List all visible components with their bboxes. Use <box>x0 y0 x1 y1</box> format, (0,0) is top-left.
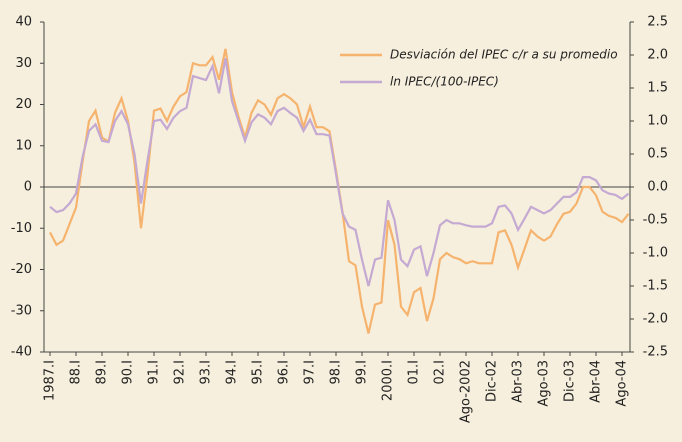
y-tick-label: 0 <box>24 180 32 195</box>
x-tick-label: 92.I <box>173 360 188 385</box>
y2-tick-label: -1.0 <box>643 246 668 261</box>
x-tick-label: 98.I <box>329 360 344 385</box>
legend-label: Desviación del IPEC c/r a su promedio <box>390 48 618 62</box>
x-tick-label: 1987.I <box>43 360 58 401</box>
x-tick-label: Dic-02 <box>485 360 500 402</box>
y-tick-label: 30 <box>15 56 32 71</box>
x-tick-label: Ago-04 <box>615 360 630 407</box>
y2-tick-label: -2.0 <box>643 312 668 327</box>
x-tick-label: 2000.I <box>381 360 396 401</box>
y2-tick-label: -2.5 <box>643 345 668 360</box>
x-tick-label: 96.I <box>277 360 292 385</box>
y-tick-label: -20 <box>11 262 32 277</box>
x-tick-label: Dic-03 <box>563 360 578 402</box>
y2-tick-label: 0.0 <box>647 180 668 195</box>
x-tick-label: 99.I <box>355 360 370 385</box>
y2-tick-label: 0.5 <box>647 147 668 162</box>
y2-tick-label: 1.0 <box>647 114 668 129</box>
y2-tick-label: -0.5 <box>643 213 668 228</box>
series-line <box>49 58 630 287</box>
y2-tick-label: 2.5 <box>647 15 668 30</box>
x-tick-label: Ago-2002 <box>459 360 474 423</box>
y-tick-label: 40 <box>15 15 32 30</box>
x-tick-label: 90.I <box>121 360 136 385</box>
y-tick-label: -40 <box>11 345 32 360</box>
x-tick-label: 02.I <box>433 360 448 385</box>
x-tick-label: 95.I <box>251 360 266 385</box>
y2-tick-label: 2.0 <box>647 48 668 63</box>
legend-label: ln IPEC/(100-IPEC) <box>390 75 499 89</box>
x-tick-label: 97.I <box>303 360 318 385</box>
y-tick-label: 10 <box>15 138 32 153</box>
y-tick-label: 20 <box>15 97 32 112</box>
x-tick-label: Abr-03 <box>511 360 526 403</box>
x-tick-label: 93.I <box>199 360 214 385</box>
x-tick-label: Abr-04 <box>589 360 604 403</box>
y-tick-label: -10 <box>11 221 32 236</box>
x-tick-label: 94.I <box>225 360 240 385</box>
y2-tick-label: -1.5 <box>643 279 668 294</box>
x-tick-label: 88.I <box>69 360 84 385</box>
x-tick-label: 01.I <box>407 360 422 385</box>
x-tick-label: Ago-03 <box>537 360 552 407</box>
y2-tick-label: 1.5 <box>647 81 668 96</box>
x-tick-label: 91.I <box>147 360 162 385</box>
y-tick-label: -30 <box>11 303 32 318</box>
x-tick-label: 89.I <box>95 360 110 385</box>
